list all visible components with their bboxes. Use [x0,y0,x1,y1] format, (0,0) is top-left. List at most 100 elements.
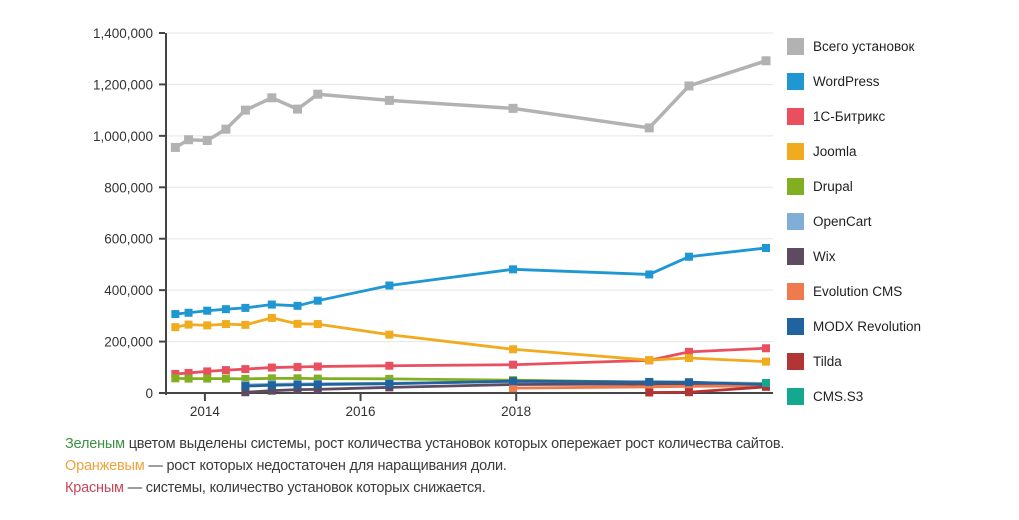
series-marker-wordpress [203,306,212,315]
series-marker-wordpress [241,303,250,312]
x-tick-label-2014: 2014 [190,404,221,419]
series-marker-wix [241,388,250,397]
y-tick-label-1200000: 1,200,000 [93,77,153,92]
legend-swatch-drupal [787,178,804,195]
y-tick-label-1400000: 1,400,000 [93,26,153,41]
footnote-orange-text: — рост которых недостаточен для наращива… [144,458,507,474]
footnote-orange: Оранжевым — рост которых недостаточен дл… [65,455,965,477]
series-marker-drupal [385,374,394,383]
legend-label-wordpress: WordPress [813,74,880,89]
footnote-red-text: — системы, количество установок которых … [123,480,486,496]
series-marker-wordpress [684,252,693,261]
legend-label-joomla: Joomla [813,144,857,159]
series-marker-tilda [684,388,693,397]
series-marker-modx-revolution [267,381,276,390]
series-marker-drupal [184,374,193,383]
series-marker-bitrix [684,347,693,356]
series-marker-bitrix [385,361,394,370]
series-marker-wordpress [761,243,770,252]
chart-footnotes: Зеленым цветом выделены системы, рост ко… [65,433,965,499]
legend-label-modx-revolution: MODX Revolution [813,319,922,334]
legend-item-wix[interactable]: Wix [787,239,921,274]
y-tick-label-400000: 400,000 [104,283,153,298]
legend-item-wordpress[interactable]: WordPress [787,64,921,99]
legend-item-tilda[interactable]: Tilda [787,344,921,379]
legend-item-opencart[interactable]: OpenCart [787,204,921,239]
series-marker-drupal [267,374,276,383]
series-marker-total [508,103,518,113]
legend-item-total[interactable]: Всего установок [787,29,921,64]
legend-label-tilda: Tilda [813,354,842,369]
footnote-red-lead: Красным [65,480,124,496]
legend-label-wix: Wix [813,249,836,264]
series-marker-modx-revolution [509,377,518,386]
series-line-bitrix [175,346,767,376]
y-tick-label-200000: 200,000 [104,335,153,350]
series-marker-joomla [509,345,518,354]
series-marker-evolution-cms [645,382,654,391]
legend-item-evolution-cms[interactable]: Evolution CMS [787,274,921,309]
series-marker-joomla [645,356,654,365]
series-marker-total [184,135,194,145]
series-marker-total [202,135,212,145]
series-marker-joomla [684,354,693,363]
series-marker-wordpress [645,270,654,279]
series-marker-total [170,142,180,152]
series-marker-modx-revolution [684,378,693,387]
series-marker-total [684,81,694,91]
legend-label-cms-s3: CMS.S3 [813,389,864,404]
legend-swatch-wix [787,248,804,265]
footnote-green: Зеленым цветом выделены системы, рост ко… [65,433,965,455]
y-tick-label-0: 0 [145,386,153,401]
series-line-wordpress [175,246,767,316]
series-marker-modx-revolution [313,380,322,389]
series-marker-bitrix [184,368,193,377]
series-marker-joomla [241,320,250,329]
series-marker-cms-s3 [761,378,770,387]
series-marker-modx-revolution [241,382,250,391]
series-marker-joomla [267,313,276,322]
legend-item-cms-s3[interactable]: CMS.S3 [787,379,921,414]
legend-swatch-wordpress [787,73,804,90]
series-marker-modx-revolution [385,379,394,388]
series-marker-joomla [171,323,180,332]
series-marker-bitrix [761,344,770,353]
legend-item-joomla[interactable]: Joomla [787,134,921,169]
legend-label-opencart: OpenCart [813,214,872,229]
series-marker-wix [293,385,302,394]
legend-item-modx-revolution[interactable]: MODX Revolution [787,309,921,344]
footnote-green-lead: Зеленым [65,436,125,452]
series-marker-wordpress [385,281,394,290]
series-marker-total [221,124,231,134]
series-marker-wordpress [313,296,322,305]
footnote-green-text: цветом выделены системы, рост количества… [124,436,785,452]
series-marker-bitrix [313,362,322,371]
legend-swatch-tilda [787,353,804,370]
legend-item-drupal[interactable]: Drupal [787,169,921,204]
footnote-orange-lead: Оранжевым [65,458,145,474]
series-line-evolution-cms [513,384,767,390]
y-tick-label-800000: 800,000 [104,180,153,195]
series-marker-drupal [171,374,180,383]
series-marker-drupal [293,374,302,383]
series-marker-total [644,123,654,133]
cms-installations-line-chart: 0 200,000 400,000 600,000 800,000 1,000,000 1,… [93,26,773,419]
legend-label-drupal: Drupal [813,179,853,194]
series-marker-joomla [203,321,212,330]
legend-swatch-modx-revolution [787,318,804,335]
series-marker-joomla [761,357,770,366]
y-tick-label-600000: 600,000 [104,232,153,247]
series-marker-wordpress [184,308,193,317]
series-marker-drupal [203,374,212,383]
series-marker-joomla [293,319,302,328]
legend-swatch-cms-s3 [787,388,804,405]
series-marker-joomla [221,320,230,329]
legend-item-bitrix[interactable]: 1С-Битрикс [787,99,921,134]
series-marker-bitrix [171,369,180,378]
series-marker-joomla [385,330,394,339]
legend-label-total: Всего установок [813,39,915,54]
series-marker-wordpress [267,300,276,309]
footnote-red: Красным — системы, количество установок … [65,477,965,499]
series-marker-total [240,105,250,115]
